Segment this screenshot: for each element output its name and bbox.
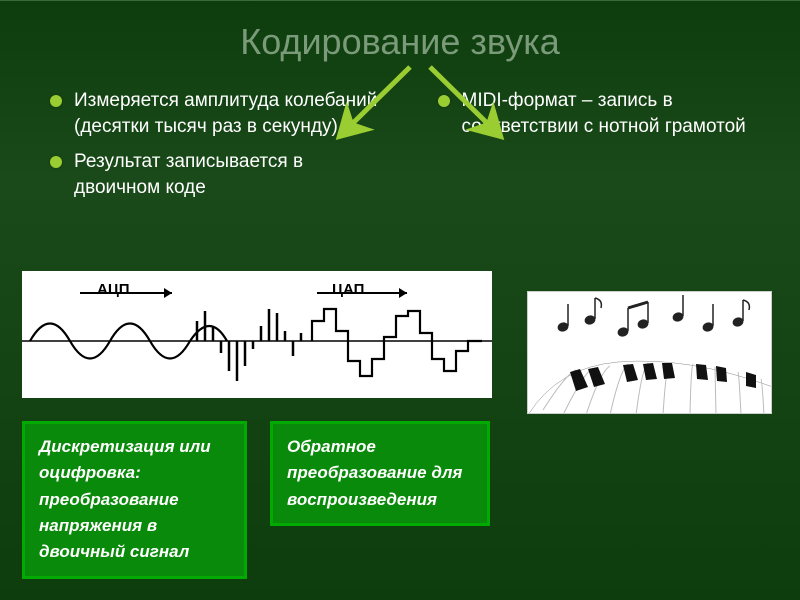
left-column: Измеряется амплитуда колебаний (десятки … (50, 88, 378, 211)
bullet-icon (50, 95, 62, 107)
piano-notes-image (527, 291, 772, 414)
bullet-text: MIDI-формат – запись в соответствии с но… (462, 88, 766, 139)
page-title: Кодирование звука (0, 1, 800, 63)
dac-label: ЦАП (332, 281, 364, 298)
bullet-item: Результат записывается в двоичном коде (50, 149, 378, 200)
bullet-icon (50, 156, 62, 168)
bullet-text: Результат записывается в двоичном коде (74, 149, 378, 200)
right-column: MIDI-формат – запись в соответствии с но… (438, 88, 766, 211)
adc-label: АЦП (97, 281, 130, 298)
content-columns: Измеряется амплитуда колебаний (десятки … (0, 63, 800, 211)
waveform-svg (22, 271, 492, 398)
info-box-playback: Обратное преобразование для воспроизведе… (270, 421, 490, 526)
bullet-icon (438, 95, 450, 107)
info-box-digitization: Дискретизация или оцифровка: преобразова… (22, 421, 247, 579)
bullet-item: MIDI-формат – запись в соответствии с но… (438, 88, 766, 139)
waveform-diagram: АЦП ЦАП (22, 271, 492, 398)
bullet-text: Измеряется амплитуда колебаний (десятки … (74, 88, 378, 139)
bullet-item: Измеряется амплитуда колебаний (десятки … (50, 88, 378, 139)
